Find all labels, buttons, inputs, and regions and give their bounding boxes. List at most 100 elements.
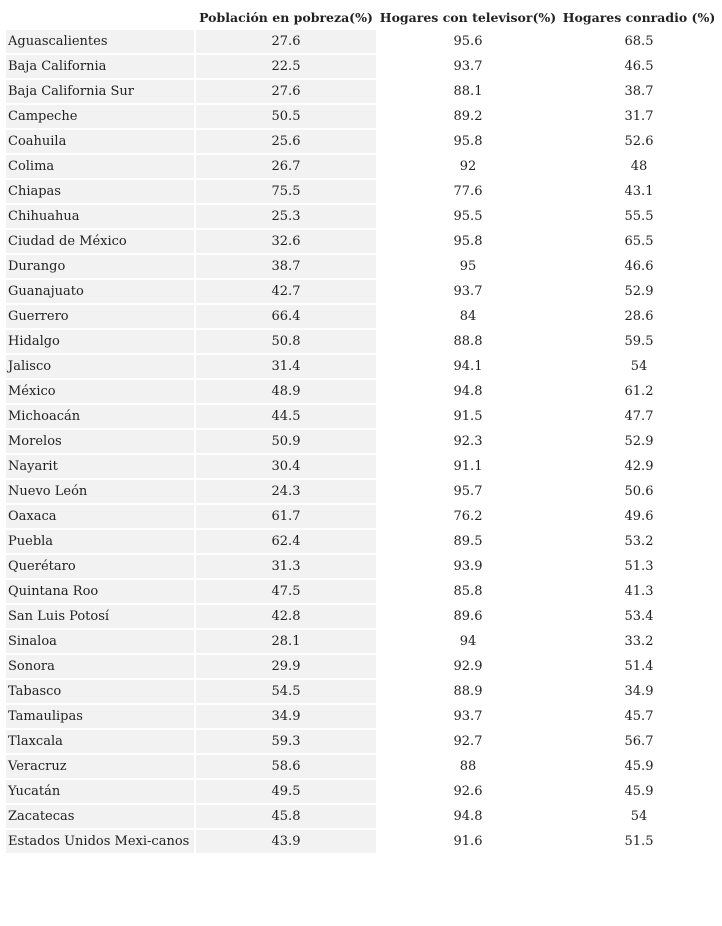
cell-value: 27.6 xyxy=(196,80,376,103)
state-name: Guanajuato xyxy=(6,280,194,303)
cell-value: 85.8 xyxy=(453,584,483,599)
state-name: Coahuila xyxy=(6,130,194,153)
cell-value: 89.5 xyxy=(453,534,483,549)
cell-value: 50.8 xyxy=(196,330,376,353)
state-name: Estados Unidos Mexi-canos xyxy=(6,830,194,853)
cell-value: 95 xyxy=(459,259,477,274)
table-row: Veracruz 58.6 88 45.9 xyxy=(6,755,718,778)
cell-value: 95.6 xyxy=(453,34,483,49)
state-name: Sinaloa xyxy=(6,630,194,653)
cell-value: 92.3 xyxy=(453,434,483,449)
cell-value: 48 xyxy=(630,159,648,174)
state-name: Yucatán xyxy=(6,780,194,803)
cell-value: 54 xyxy=(630,359,648,374)
cell-value: 31.3 xyxy=(196,555,376,578)
cell-value: 92 xyxy=(459,159,477,174)
state-name: México xyxy=(6,380,194,403)
cell-value: 51.5 xyxy=(624,834,654,849)
cell-value: 42.8 xyxy=(196,605,376,628)
cell-value: 50.5 xyxy=(196,105,376,128)
table-row: Ciudad de México 32.6 95.8 65.5 xyxy=(6,230,718,253)
cell-value: 66.4 xyxy=(196,305,376,328)
cell-value: 52.9 xyxy=(624,284,654,299)
state-name: Tabasco xyxy=(6,680,194,703)
cell-value: 26.7 xyxy=(196,155,376,178)
table-row: Tlaxcala 59.3 92.7 56.7 xyxy=(6,730,718,753)
cell-value: 51.3 xyxy=(624,559,654,574)
cell-value: 28.1 xyxy=(196,630,376,653)
state-name: Quintana Roo xyxy=(6,580,194,603)
table-row: Baja California 22.5 93.7 46.5 xyxy=(6,55,718,78)
state-name: Chiapas xyxy=(6,180,194,203)
state-name: San Luis Potosí xyxy=(6,605,194,628)
table-row: Oaxaca 61.7 76.2 49.6 xyxy=(6,505,718,528)
state-name: Zacatecas xyxy=(6,805,194,828)
cell-value: 50.9 xyxy=(196,430,376,453)
table-row: Morelos 50.9 92.3 52.9 xyxy=(6,430,718,453)
cell-value: 91.5 xyxy=(453,409,483,424)
cell-value: 93.7 xyxy=(453,709,483,724)
cell-value: 65.5 xyxy=(624,234,654,249)
table-row: Nayarit 30.4 91.1 42.9 xyxy=(6,455,718,478)
cell-value: 31.7 xyxy=(624,109,654,124)
cell-value: 95.5 xyxy=(453,209,483,224)
cell-value: 88.8 xyxy=(453,334,483,349)
cell-value: 50.6 xyxy=(624,484,654,499)
cell-value: 44.5 xyxy=(196,405,376,428)
cell-value: 52.6 xyxy=(624,134,654,149)
cell-value: 76.2 xyxy=(453,509,483,524)
table-row: México 48.9 94.8 61.2 xyxy=(6,380,718,403)
cell-value: 29.9 xyxy=(196,655,376,678)
table-row: Zacatecas 45.8 94.8 54 xyxy=(6,805,718,828)
cell-value: 95.8 xyxy=(453,134,483,149)
state-name: Tamaulipas xyxy=(6,705,194,728)
table-row: Baja California Sur 27.6 88.1 38.7 xyxy=(6,80,718,103)
cell-value: 28.6 xyxy=(624,309,654,324)
data-table: Población en pobreza(%) Hogares con telev… xyxy=(4,4,720,855)
cell-value: 41.3 xyxy=(624,584,654,599)
column-header: Población en pobreza(%) xyxy=(199,9,373,25)
table-row: Coahuila 25.6 95.8 52.6 xyxy=(6,130,718,153)
cell-value: 22.5 xyxy=(196,55,376,78)
table-row: Nuevo León 24.3 95.7 50.6 xyxy=(6,480,718,503)
table-row: Yucatán 49.5 92.6 45.9 xyxy=(6,780,718,803)
cell-value: 92.6 xyxy=(453,784,483,799)
cell-value: 56.7 xyxy=(624,734,654,749)
table-row: Quintana Roo 47.5 85.8 41.3 xyxy=(6,580,718,603)
cell-value: 30.4 xyxy=(196,455,376,478)
cell-value: 25.3 xyxy=(196,205,376,228)
state-name: Nuevo León xyxy=(6,480,194,503)
cell-value: 49.5 xyxy=(196,780,376,803)
cell-value: 43.9 xyxy=(196,830,376,853)
cell-value: 33.2 xyxy=(624,634,654,649)
state-name: Puebla xyxy=(6,530,194,553)
table-row: Michoacán 44.5 91.5 47.7 xyxy=(6,405,718,428)
state-name: Guerrero xyxy=(6,305,194,328)
state-name: Querétaro xyxy=(6,555,194,578)
table-row: Chiapas 75.5 77.6 43.1 xyxy=(6,180,718,203)
cell-value: 51.4 xyxy=(624,659,654,674)
cell-value: 92.7 xyxy=(453,734,483,749)
state-name: Aguascalientes xyxy=(6,30,194,53)
cell-value: 54.5 xyxy=(196,680,376,703)
cell-value: 31.4 xyxy=(196,355,376,378)
cell-value: 24.3 xyxy=(196,480,376,503)
table-row: Jalisco 31.4 94.1 54 xyxy=(6,355,718,378)
cell-value: 32.6 xyxy=(196,230,376,253)
table-row: Tamaulipas 34.9 93.7 45.7 xyxy=(6,705,718,728)
header-row: Población en pobreza(%) Hogares con telev… xyxy=(6,6,718,28)
cell-value: 45.7 xyxy=(624,709,654,724)
cell-value: 45.9 xyxy=(624,759,654,774)
state-name: Oaxaca xyxy=(6,505,194,528)
cell-value: 62.4 xyxy=(196,530,376,553)
cell-value: 75.5 xyxy=(196,180,376,203)
table-row: Querétaro 31.3 93.9 51.3 xyxy=(6,555,718,578)
cell-value: 61.7 xyxy=(196,505,376,528)
table-row: Guerrero 66.4 84 28.6 xyxy=(6,305,718,328)
table-row: Campeche 50.5 89.2 31.7 xyxy=(6,105,718,128)
cell-value: 46.6 xyxy=(624,259,654,274)
cell-value: 38.7 xyxy=(624,84,654,99)
cell-value: 45.8 xyxy=(196,805,376,828)
cell-value: 89.2 xyxy=(453,109,483,124)
